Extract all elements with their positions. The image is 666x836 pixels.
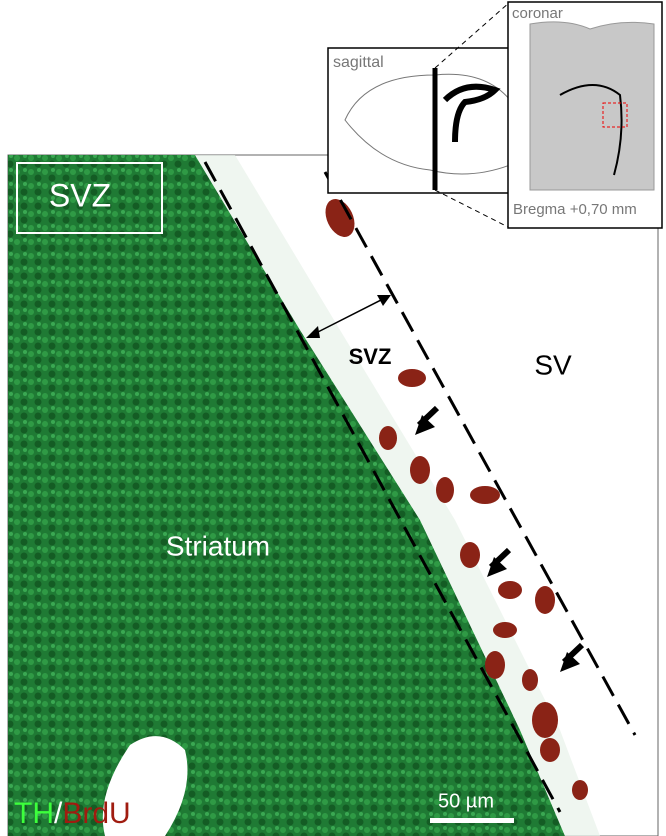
micrograph: SVZ SVZ SV Striatum TH/BrdU 50 µm bbox=[8, 155, 658, 836]
sagittal-label: sagittal bbox=[333, 54, 384, 71]
bregma-label: Bregma +0,70 mm bbox=[513, 201, 637, 218]
page: SVZ SVZ SV Striatum TH/BrdU 50 µm sagitt… bbox=[0, 0, 666, 836]
legend-brdu: BrdU bbox=[62, 797, 130, 830]
coronar-label: coronar bbox=[512, 5, 563, 22]
sagittal-inset: sagittal bbox=[328, 48, 512, 193]
legend-th: TH bbox=[14, 797, 54, 830]
striatum-label: Striatum bbox=[166, 530, 270, 561]
sv-label: SV bbox=[534, 349, 572, 380]
svz-label: SVZ bbox=[349, 344, 392, 369]
scale-bar-label: 50 µm bbox=[438, 790, 494, 812]
scale-bar bbox=[430, 818, 514, 823]
figure: SVZ SVZ SV Striatum TH/BrdU 50 µm sagitt… bbox=[0, 0, 666, 836]
legend: TH/BrdU bbox=[14, 797, 131, 830]
panel-label: SVZ bbox=[49, 177, 111, 213]
